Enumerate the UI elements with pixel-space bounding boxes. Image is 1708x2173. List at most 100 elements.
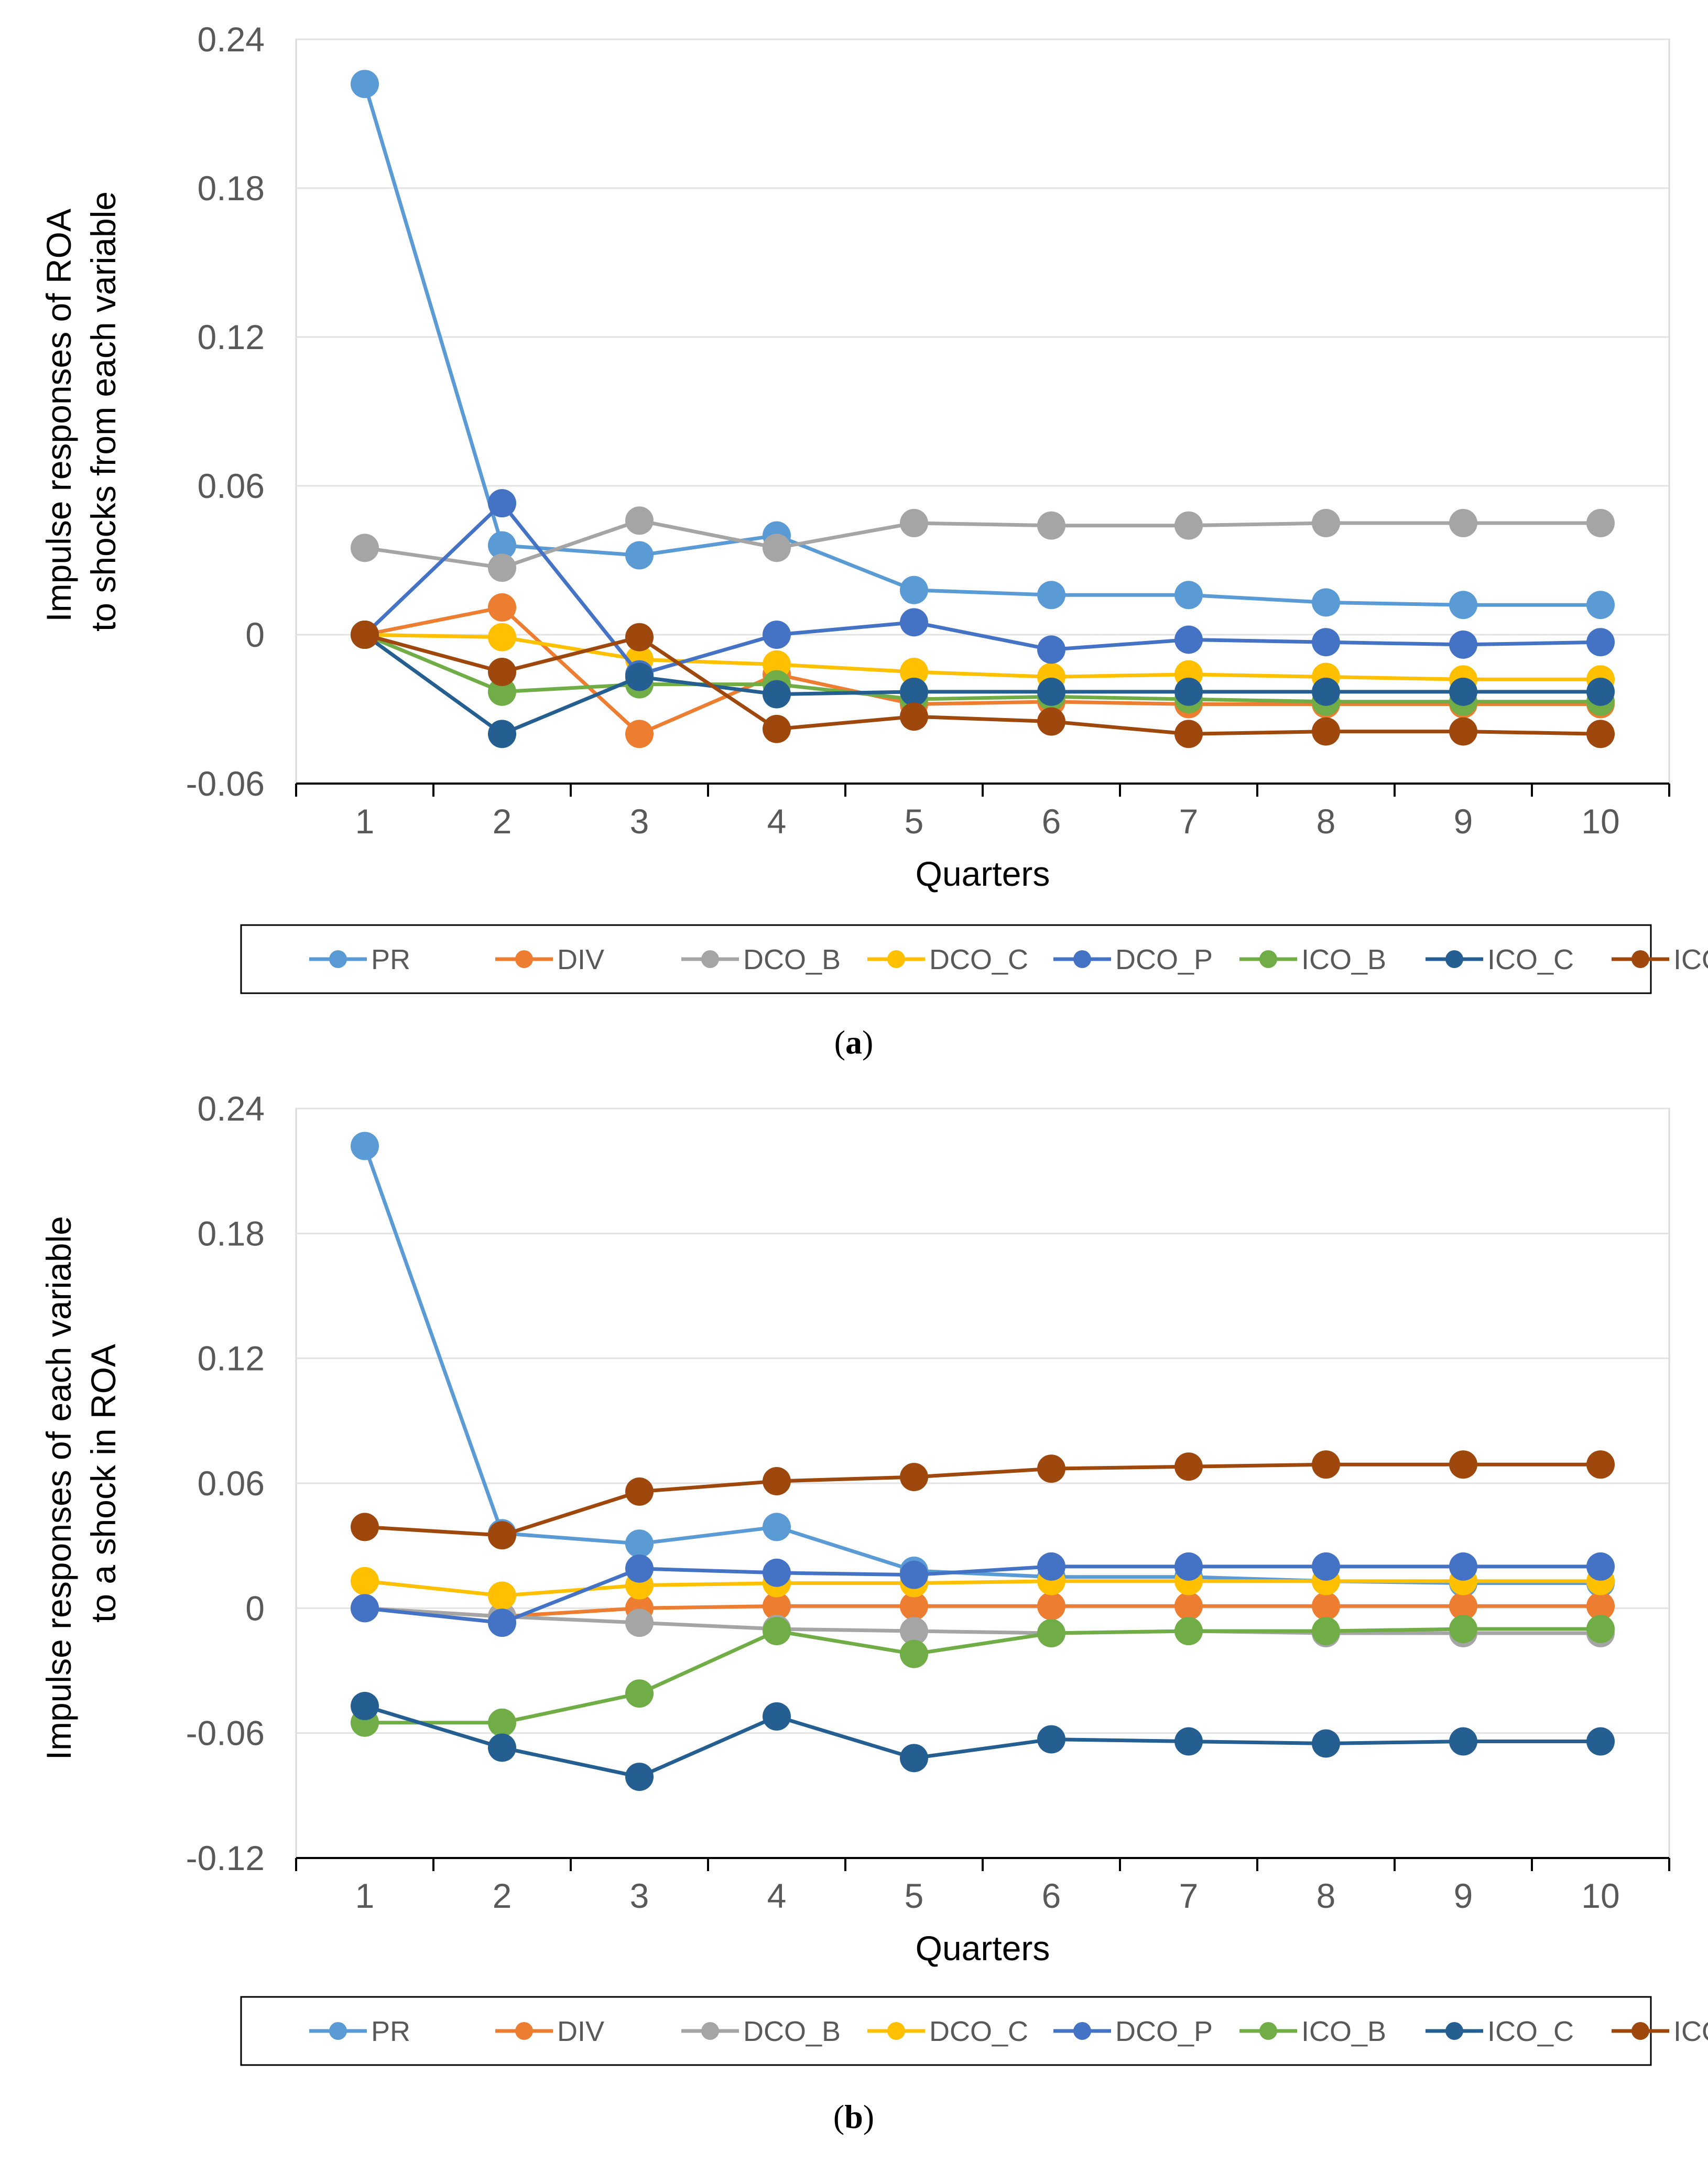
data-point xyxy=(900,658,928,686)
data-point xyxy=(1037,707,1065,736)
series-ico-c xyxy=(351,1692,1615,1791)
data-point xyxy=(625,1477,654,1506)
x-ticks-b: 1 2 3 4 5 6 7 8 9 10 xyxy=(295,1858,1670,1915)
data-point xyxy=(1586,677,1615,706)
x-axis-title-b: Quarters xyxy=(916,1929,1050,1968)
x-tick-label: 5 xyxy=(905,802,924,841)
data-point xyxy=(625,1763,654,1791)
y-tick-label: 0.06 xyxy=(198,1464,265,1503)
data-point xyxy=(351,1132,379,1160)
data-point xyxy=(1174,1617,1203,1646)
x-tick-label: 4 xyxy=(767,802,787,841)
legend-marker xyxy=(701,950,719,968)
data-point xyxy=(1586,1592,1615,1621)
data-point xyxy=(1037,1619,1065,1647)
data-point xyxy=(1449,1615,1477,1644)
legend-label: ICO_C xyxy=(1487,944,1574,975)
series-ico-c xyxy=(351,621,1615,748)
x-tick-label: 6 xyxy=(1042,802,1061,841)
series-dco-p xyxy=(351,1552,1615,1637)
series-group-a xyxy=(351,70,1615,748)
data-point xyxy=(763,680,791,709)
data-point xyxy=(1312,1617,1340,1646)
data-point xyxy=(1174,1452,1203,1481)
data-point xyxy=(763,534,791,562)
series-ico-b xyxy=(351,1615,1615,1737)
data-point xyxy=(900,1617,928,1646)
data-point xyxy=(1174,1552,1203,1581)
caption-a-letter: a xyxy=(845,1024,862,1061)
data-point xyxy=(763,1558,791,1587)
legend-item: DIV xyxy=(495,944,604,975)
data-point xyxy=(488,1581,516,1610)
legend-label: ICO_P xyxy=(1673,2016,1708,2047)
x-tick-label: 8 xyxy=(1317,802,1336,841)
data-point xyxy=(1586,1615,1615,1644)
x-ticks-a: 1 2 3 4 5 6 7 8 9 10 xyxy=(295,784,1670,841)
y-tick-labels-b: -0.12 -0.06 0 0.06 0.12 0.18 0.24 xyxy=(186,1089,265,1877)
series-div xyxy=(351,593,1615,748)
y-tick-label: 0.12 xyxy=(198,1339,265,1378)
data-point xyxy=(1449,717,1477,746)
legend-marker xyxy=(329,2022,347,2040)
series-line xyxy=(364,633,1601,736)
legend-label: ICO_C xyxy=(1487,2016,1574,2047)
series-dco-b xyxy=(351,506,1615,582)
data-point xyxy=(488,1521,516,1550)
data-point xyxy=(763,1592,791,1621)
data-point xyxy=(900,575,928,604)
data-point xyxy=(763,714,791,743)
series-pr xyxy=(351,70,1615,620)
data-point xyxy=(900,1592,928,1621)
data-point xyxy=(1312,628,1340,657)
data-point xyxy=(763,650,791,679)
y-tick-label: 0.12 xyxy=(198,318,265,356)
legend-label: DCO_P xyxy=(1115,2016,1213,2047)
chart-panel-a: -0.06 0 0.06 0.12 0.18 0.24 1 2 3 4 5 6 7 8 9 10 Impul… xyxy=(39,20,1708,1061)
legend-a: PR DIV DCO_B DCO_C DCO_P ICO_B ICO_C ICO_P xyxy=(309,944,1708,975)
data-point xyxy=(1312,588,1340,617)
series-line xyxy=(364,1604,1601,1618)
x-tick-label: 10 xyxy=(1581,802,1619,841)
data-point xyxy=(1174,581,1203,610)
legend-marker xyxy=(887,950,905,968)
y-tick-label: 0.24 xyxy=(198,1089,265,1128)
data-point xyxy=(1449,591,1477,620)
legend-item: PR xyxy=(309,944,410,975)
data-point xyxy=(351,70,379,99)
series-line xyxy=(365,1627,1601,1725)
legend-label: ICO_B xyxy=(1301,2016,1386,2047)
series-ico-p xyxy=(351,1450,1615,1550)
data-point xyxy=(1312,509,1340,537)
data-point xyxy=(900,1639,928,1668)
data-point xyxy=(1586,1727,1615,1756)
legend-marker xyxy=(515,2022,533,2040)
data-point xyxy=(900,509,928,537)
legend-label: ICO_P xyxy=(1673,944,1708,975)
data-point xyxy=(763,1702,791,1731)
y-axis-title-b-line1: Impulse responses of each variable xyxy=(39,1216,78,1760)
data-point xyxy=(763,1617,791,1646)
data-point xyxy=(1312,1592,1340,1621)
legend-marker xyxy=(1631,950,1649,968)
y-tick-label: 0.06 xyxy=(198,466,265,505)
x-tick-label: 3 xyxy=(630,802,649,841)
x-tick-label: 2 xyxy=(493,1876,512,1915)
data-point xyxy=(1586,720,1615,748)
data-point xyxy=(488,1708,516,1737)
data-point xyxy=(351,1594,379,1623)
legend-marker xyxy=(887,2022,905,2040)
data-point xyxy=(625,1529,654,1558)
series-line xyxy=(364,518,1601,570)
legend-item: DCO_P xyxy=(1053,944,1213,975)
data-point xyxy=(1312,677,1340,706)
data-point xyxy=(488,531,516,560)
legend-item: PR xyxy=(309,2016,410,2047)
data-point xyxy=(763,1513,791,1541)
x-tick-label: 9 xyxy=(1454,1876,1473,1915)
caption-b: (b) xyxy=(833,2098,874,2135)
legend-label: DIV xyxy=(557,944,604,975)
data-point xyxy=(351,621,379,649)
data-point xyxy=(900,1463,928,1492)
series-line xyxy=(364,1564,1601,1625)
